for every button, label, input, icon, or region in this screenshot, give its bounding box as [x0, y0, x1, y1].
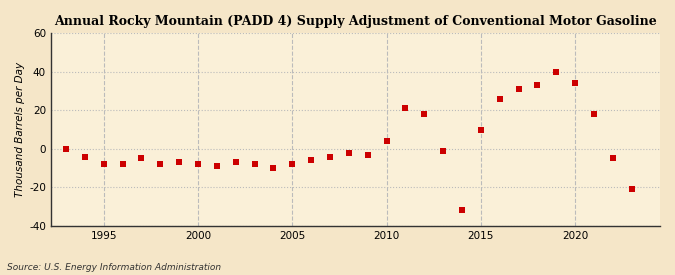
Point: [80, 154, 90, 159]
Point: [325, 154, 335, 159]
Point: [551, 70, 562, 74]
Text: Source: U.S. Energy Information Administration: Source: U.S. Energy Information Administ…: [7, 263, 221, 272]
Point: [589, 112, 599, 116]
Point: [136, 156, 147, 161]
Point: [456, 208, 467, 213]
Point: [400, 106, 411, 111]
Point: [381, 139, 392, 143]
Y-axis label: Thousand Barrels per Day: Thousand Barrels per Day: [15, 62, 25, 197]
Point: [155, 162, 165, 166]
Point: [211, 164, 222, 168]
Point: [230, 160, 241, 164]
Point: [419, 112, 430, 116]
Point: [608, 156, 618, 161]
Point: [61, 147, 72, 151]
Point: [513, 87, 524, 91]
Point: [344, 150, 354, 155]
Point: [532, 83, 543, 87]
Point: [268, 166, 279, 170]
Point: [99, 162, 109, 166]
Point: [475, 127, 486, 132]
Point: [570, 81, 580, 86]
Point: [626, 187, 637, 191]
Point: [438, 148, 449, 153]
Point: [249, 162, 260, 166]
Point: [362, 152, 373, 157]
Title: Annual Rocky Mountain (PADD 4) Supply Adjustment of Conventional Motor Gasoline: Annual Rocky Mountain (PADD 4) Supply Ad…: [54, 15, 657, 28]
Point: [494, 97, 505, 101]
Point: [287, 162, 298, 166]
Point: [306, 158, 317, 163]
Point: [117, 162, 128, 166]
Point: [192, 162, 203, 166]
Point: [173, 160, 184, 164]
